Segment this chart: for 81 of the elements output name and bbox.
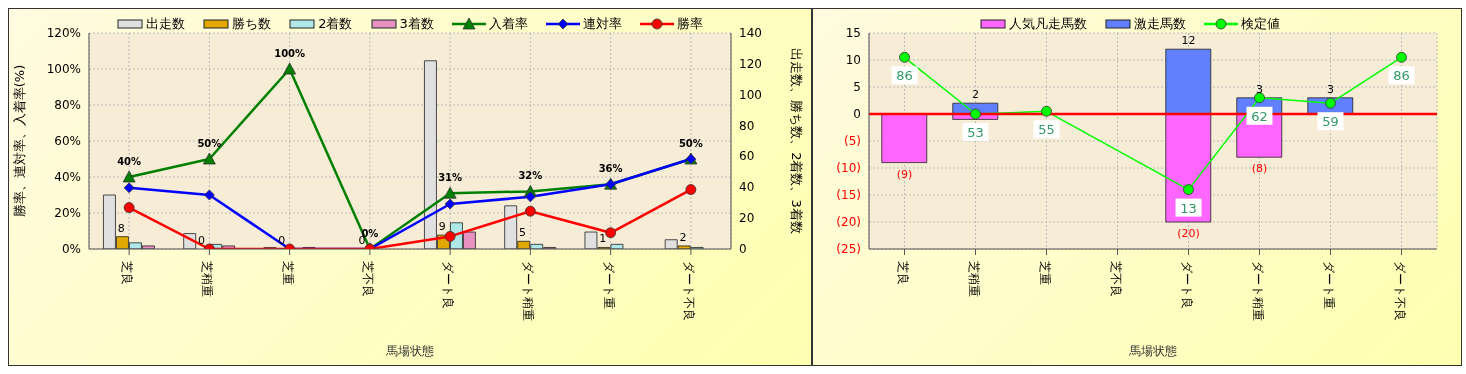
annotation: 86 — [896, 68, 913, 84]
y-tick-label: 0% — [61, 242, 81, 256]
y-tick-label: 20% — [54, 206, 81, 220]
x-tick-label: 芝重 — [1037, 261, 1052, 285]
y-tick-label: 100% — [46, 62, 81, 76]
data-label: 8 — [117, 221, 125, 235]
y-tick-label: (5) — [844, 134, 861, 148]
x-tick-label: 芝良 — [895, 261, 910, 285]
data-label: (8) — [1251, 162, 1268, 176]
data-label: 2 — [972, 88, 979, 102]
legend-label: 激走馬数 — [1133, 15, 1186, 33]
y-tick-label: 10 — [845, 53, 861, 67]
y2-tick-label: 20 — [739, 211, 755, 226]
x-tick-label: 芝重 — [280, 261, 295, 285]
x-tick-label: 芝稍重 — [200, 261, 215, 297]
data-label: 50% — [678, 138, 703, 149]
y-tick-label: (15) — [836, 188, 861, 202]
data-label: 2 — [679, 230, 687, 244]
annotation: 53 — [967, 125, 984, 140]
data-label: 100% — [274, 48, 306, 59]
legend-label: 連対率 — [581, 15, 622, 33]
legend-label: 出走数 — [145, 15, 186, 33]
y-tick-label: (10) — [836, 161, 861, 175]
x-tick-label: ダート不良 — [1392, 261, 1407, 321]
annotation: 13 — [1180, 200, 1197, 216]
y2-tick-label: 120 — [739, 56, 762, 71]
data-label: 0 — [197, 234, 205, 247]
data-label: 50% — [197, 138, 222, 149]
y-tick-label: 5 — [853, 80, 861, 94]
x-tick-label: ダート重 — [1321, 261, 1336, 309]
y-tick-label: 0 — [853, 107, 861, 121]
y-axis-title: 勝率、連対率、入着率(%) — [11, 64, 27, 218]
data-label: 9 — [438, 220, 446, 234]
x-tick-label: 芝良 — [120, 261, 135, 285]
y-tick-label: 60% — [54, 134, 81, 148]
annotation: 55 — [1038, 122, 1055, 138]
y-tick-label: 80% — [54, 98, 81, 112]
data-label: 36% — [598, 163, 623, 175]
data-label: (20) — [1177, 227, 1200, 240]
annotation: 86 — [1393, 68, 1410, 84]
y-tick-label: (20) — [836, 215, 861, 229]
x-tick-label: 芝稍重 — [966, 261, 981, 297]
data-label: 1 — [599, 232, 607, 246]
legend-label: 人気凡走馬数 — [1008, 15, 1087, 33]
x-tick-label: ダート重 — [601, 261, 616, 309]
legend-label: 3着数 — [398, 15, 434, 33]
y2-tick-label: 0 — [739, 242, 747, 256]
legend-label: 勝ち数 — [231, 15, 272, 33]
annotation: 62 — [1251, 108, 1268, 124]
y2-tick-label: 60 — [739, 149, 755, 164]
y2-tick-label: 100 — [739, 87, 762, 102]
data-label: 3 — [1256, 82, 1263, 96]
legend-label: 検定値 — [1240, 15, 1280, 33]
x-tick-label: ダート良 — [441, 261, 456, 309]
x-axis-title: 馬場状態 — [385, 344, 434, 358]
x-tick-label: 芝不良 — [360, 261, 375, 297]
x-tick-label: ダート良 — [1179, 261, 1194, 309]
x-tick-label: ダート稍重 — [521, 261, 536, 321]
y2-axis-title: 出走数、勝ち数、2着数、3着数 — [789, 48, 805, 234]
x-tick-label: 芝不良 — [1108, 261, 1123, 297]
legend-label: 勝率 — [675, 15, 703, 33]
y2-tick-label: 80 — [739, 118, 755, 133]
data-label: 32% — [518, 170, 543, 182]
x-axis-title: 馬場状態 — [1128, 344, 1177, 358]
annotation: 59 — [1322, 114, 1339, 130]
legend-label: 入着率 — [487, 15, 528, 33]
y-tick-label: 40% — [54, 170, 81, 184]
y-tick-label: 15 — [845, 26, 861, 40]
data-label: 40% — [117, 156, 142, 167]
data-label: 31% — [438, 172, 463, 184]
x-tick-label: ダート稍重 — [1250, 261, 1265, 321]
data-label: 12 — [1181, 34, 1196, 48]
y-tick-label: 120% — [46, 26, 81, 40]
y2-tick-label: 140 — [739, 26, 762, 40]
data-label: 5 — [518, 226, 526, 240]
x-tick-label: ダート不良 — [681, 261, 696, 321]
data-label: (9) — [896, 167, 913, 181]
y2-tick-label: 40 — [739, 180, 755, 195]
data-label: 3 — [1327, 82, 1334, 96]
y-tick-label: (25) — [836, 242, 861, 256]
legend-label: 2着数 — [317, 15, 353, 33]
